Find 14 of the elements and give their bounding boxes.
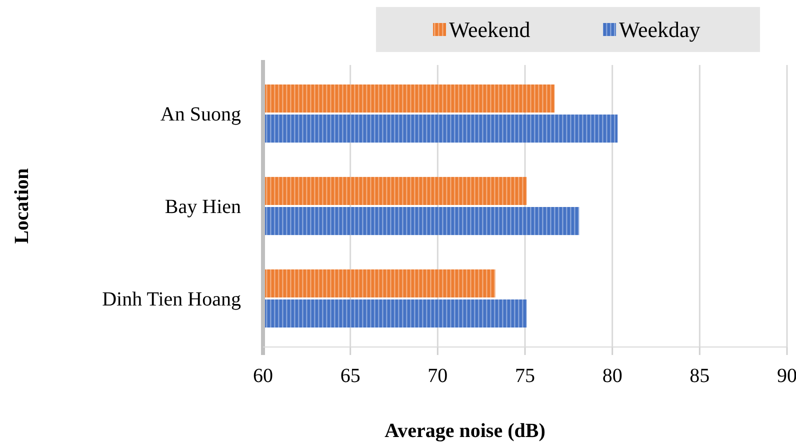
y-tick-label: An Suong: [160, 104, 241, 126]
x-tick-label: 85: [690, 365, 710, 387]
x-axis-title: Average noise (dB): [384, 420, 546, 442]
x-tick-label: 80: [602, 365, 622, 387]
x-tick-label: 60: [253, 365, 273, 387]
legend-label: Weekday: [619, 17, 700, 42]
legend-label: Weekend: [449, 17, 530, 42]
x-tick-label: 70: [428, 365, 448, 387]
y-tick-label: Bay Hien: [164, 196, 241, 218]
x-tick-label: 65: [340, 365, 360, 387]
x-tick-label: 90: [777, 365, 796, 387]
x-tick-label: 75: [515, 365, 535, 387]
y-axis-title: Location: [11, 168, 33, 244]
y-tick-label: Dinh Tien Hoang: [102, 288, 241, 310]
